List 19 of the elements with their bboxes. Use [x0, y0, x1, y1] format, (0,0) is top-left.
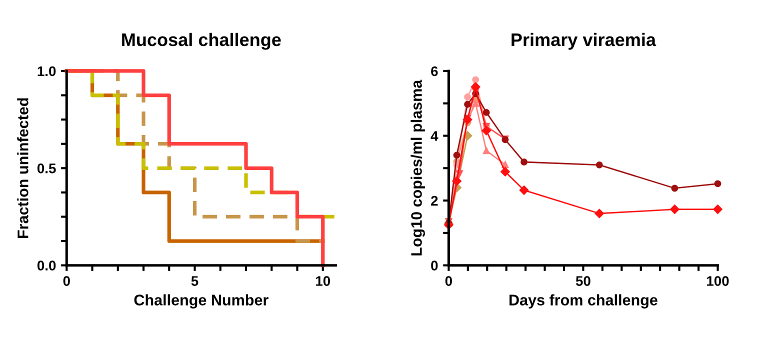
y-tick-label: 0 — [431, 260, 438, 270]
x-tick-label: 10 — [316, 276, 330, 286]
y-tick-label: 6 — [431, 66, 438, 76]
x-tick-label: 0 — [445, 276, 452, 286]
x-axis-title: Challenge Number — [134, 294, 268, 309]
y-tick-label: 4 — [430, 131, 438, 141]
y-axis-title: Log10 copies/ml plasma — [410, 80, 425, 256]
y-axis-title: Fraction uninfected — [17, 98, 28, 238]
x-axis-title: Days from challenge — [510, 294, 658, 309]
chart-title: Primary viraemia — [512, 32, 656, 50]
x-tick-label: 100 — [707, 276, 729, 286]
x-tick-label: 5 — [191, 276, 198, 286]
x-tick-label: 50 — [576, 276, 590, 286]
y-tick-label: 0.0 — [37, 260, 56, 270]
x-tick-label: 0 — [63, 276, 70, 286]
y-tick-label: 1.0 — [38, 66, 56, 76]
y-tick-label: 2 — [431, 196, 438, 206]
y-tick-label: 0.5 — [37, 163, 56, 174]
chart-title: Mucosal challenge — [122, 32, 281, 50]
